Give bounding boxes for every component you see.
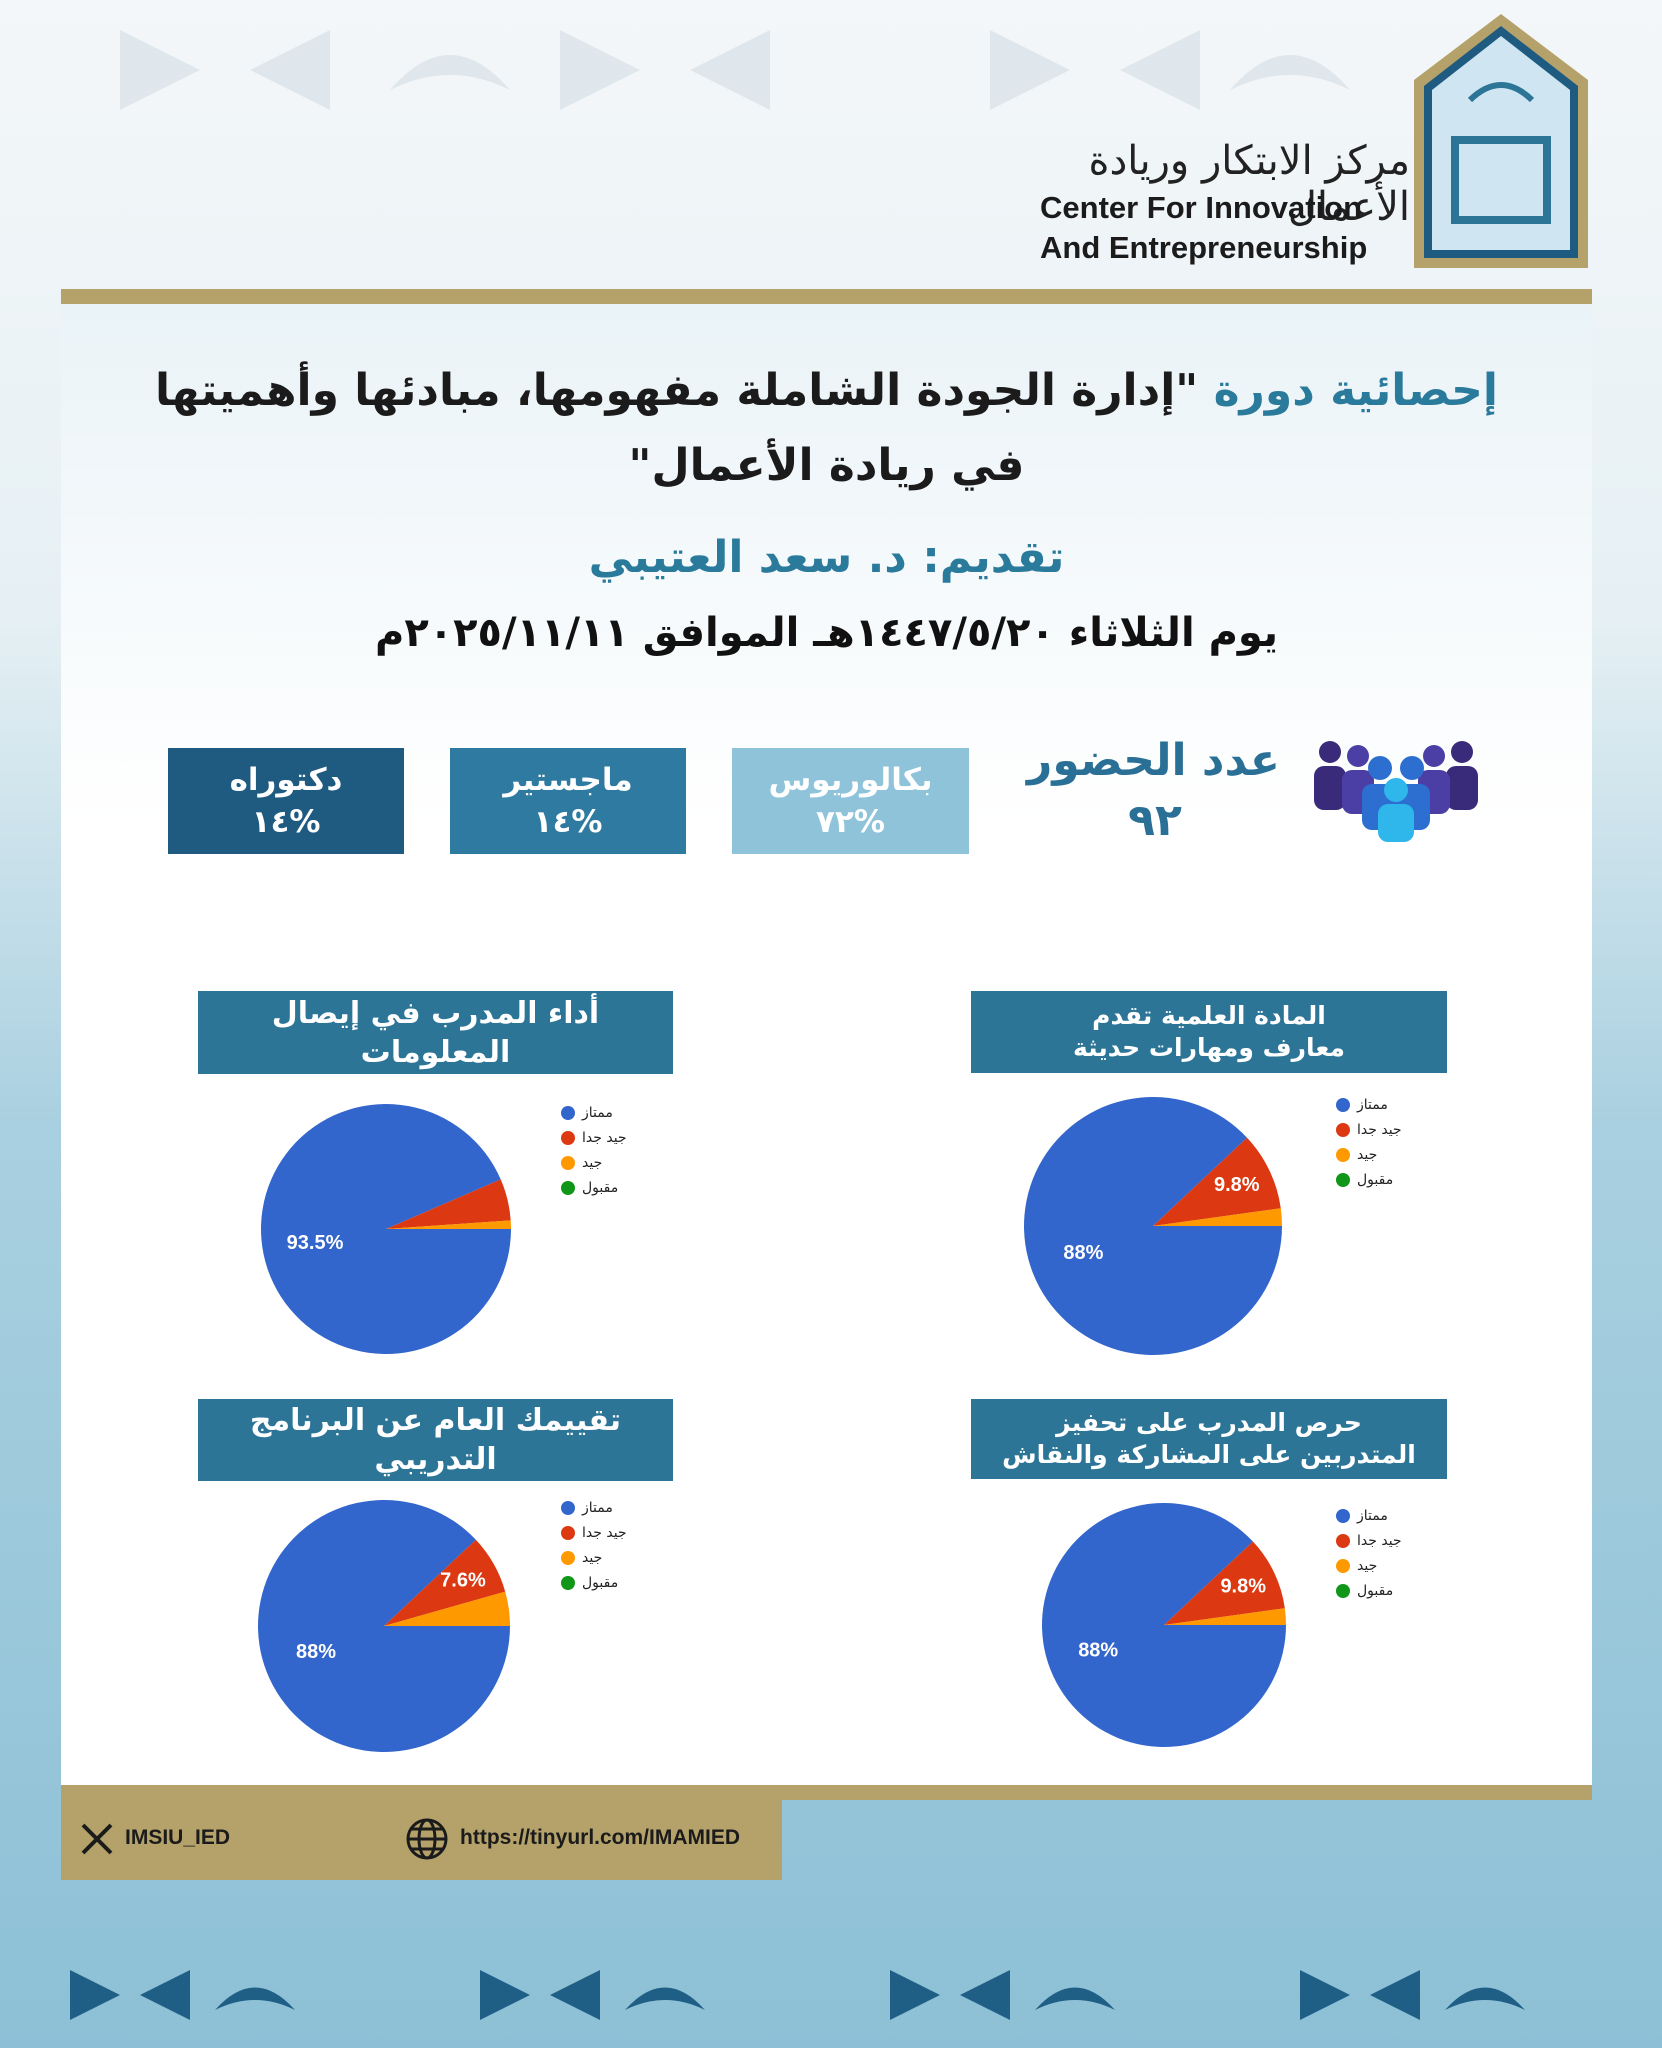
pie-slice: [384, 1539, 506, 1626]
chart-title-box: تقييمك العام عن البرنامج التدريبي: [198, 1399, 673, 1481]
title-prefix: إحصائية دورة: [1213, 365, 1498, 416]
gold-bar: [61, 289, 1592, 304]
degree-name: دكتوراه: [229, 762, 343, 798]
chart-title: المادة العلمية تقدم معارف ومهارات حديثة: [1072, 1000, 1346, 1063]
legend-label: مقبول: [582, 1180, 618, 1196]
globe-icon: [406, 1818, 448, 1860]
org-line2: And Entrepreneurship: [1040, 230, 1368, 265]
pie-slice: [386, 1220, 511, 1229]
value-label: 9.8%: [1214, 1174, 1260, 1196]
legend-marker: [1336, 1534, 1350, 1548]
chart-title: حرص المدرب على تحفيز المتدربين على المشا…: [1002, 1407, 1416, 1470]
legend-label: مقبول: [582, 1575, 618, 1591]
legend-marker: [561, 1156, 575, 1170]
legend-marker: [561, 1576, 575, 1590]
gold-bar: [61, 1785, 1592, 1800]
pie-slice: [1164, 1541, 1285, 1625]
attendance-label: عدد الحضور: [1027, 735, 1280, 786]
pie-slice: [1164, 1608, 1286, 1625]
legend-label: مقبول: [1357, 1172, 1393, 1188]
legend-marker: [561, 1181, 575, 1195]
chart-title-box: المادة العلمية تقدم معارف ومهارات حديثة: [971, 991, 1447, 1073]
legend-marker: [561, 1501, 575, 1515]
degree-share: %١٤: [533, 804, 603, 840]
legend-marker: [1336, 1559, 1350, 1573]
chart-title: تقييمك العام عن البرنامج التدريبي: [249, 1403, 622, 1477]
degree-share: %٧٢: [816, 804, 885, 840]
legend-marker: [1336, 1173, 1350, 1187]
legend-label: جيد: [1357, 1558, 1377, 1574]
title-line1: إحصائية دورة "إدارة الجودة الشاملة مفهوم…: [61, 365, 1592, 416]
degree-name: ماجستير: [503, 762, 633, 798]
degree-box: دكتوراه %١٤: [168, 748, 404, 854]
degree-share: %١٤: [251, 804, 321, 840]
legend-label: جيد جدا: [582, 1130, 627, 1146]
logo: [1414, 14, 1588, 268]
degree-name: بكالوريوس: [768, 762, 933, 798]
legend-marker: [1336, 1148, 1350, 1162]
url: https://tinyurl.com/IMAMIED: [460, 1826, 740, 1849]
value-label: 93.5%: [287, 1232, 344, 1254]
x-icon: [81, 1823, 113, 1855]
org-arabic: مركز الابتكار وريادة الأعمال: [1088, 138, 1410, 230]
org-line1: Center For Innovation: [1040, 190, 1363, 225]
value-label: 9.8%: [1220, 1575, 1266, 1597]
top-pattern: [120, 30, 1350, 110]
title-rest: "إدارة الجودة الشاملة مفهومها، مبادئها و…: [155, 365, 1199, 416]
pie-slice: [261, 1104, 511, 1354]
legend-label: ممتاز: [1356, 1097, 1388, 1113]
degree-box: بكالوريوس %٧٢: [732, 748, 969, 854]
legend-label: جيد جدا: [582, 1525, 627, 1541]
bottom-pattern: [70, 1970, 1525, 2020]
legend-label: جيد جدا: [1357, 1122, 1402, 1138]
x-handle: IMSIU_IED: [125, 1826, 231, 1849]
value-label: 7.6%: [440, 1570, 486, 1592]
degree-box: ماجستير %١٤: [450, 748, 686, 854]
attendance-value: ٩٢: [1128, 795, 1182, 846]
pie-slice: [1153, 1208, 1282, 1226]
legend-marker: [1336, 1098, 1350, 1112]
legend-marker: [561, 1106, 575, 1120]
legend-marker: [1336, 1123, 1350, 1137]
pie-slice: [384, 1591, 510, 1626]
chart-title-box: حرص المدرب على تحفيز المتدربين على المشا…: [971, 1399, 1447, 1479]
people-icon: [1314, 741, 1478, 842]
legend-label: ممتاز: [1356, 1508, 1388, 1524]
value-label: 88%: [296, 1641, 336, 1663]
legend-marker: [561, 1131, 575, 1145]
legend-label: جيد: [582, 1550, 602, 1566]
presenter: تقديم: د. سعد العتيبي: [588, 532, 1065, 583]
legend-marker: [561, 1551, 575, 1565]
legend-marker: [1336, 1509, 1350, 1523]
legend-label: جيد: [1357, 1147, 1377, 1163]
legend-label: ممتاز: [581, 1500, 613, 1516]
title-line2: في ريادة الأعمال": [628, 440, 1025, 491]
date: يوم الثلاثاء ١٤٤٧/٥/٢٠هـ الموافق ٢٠٢٥/١١…: [374, 610, 1278, 656]
legend-label: جيد جدا: [1357, 1533, 1402, 1549]
legend-label: مقبول: [1357, 1583, 1393, 1599]
legend-marker: [1336, 1584, 1350, 1598]
legend-label: جيد: [582, 1155, 602, 1171]
value-label: 88%: [1063, 1242, 1103, 1264]
value-label: 88%: [1078, 1639, 1118, 1661]
legend-label: ممتاز: [581, 1105, 613, 1121]
chart-title-box: أداء المدرب في إيصال المعلومات: [198, 991, 673, 1074]
chart-title: أداء المدرب في إيصال المعلومات: [271, 995, 600, 1070]
legend-marker: [561, 1526, 575, 1540]
pie-slice: [1153, 1137, 1281, 1226]
pie-slice: [386, 1179, 511, 1229]
